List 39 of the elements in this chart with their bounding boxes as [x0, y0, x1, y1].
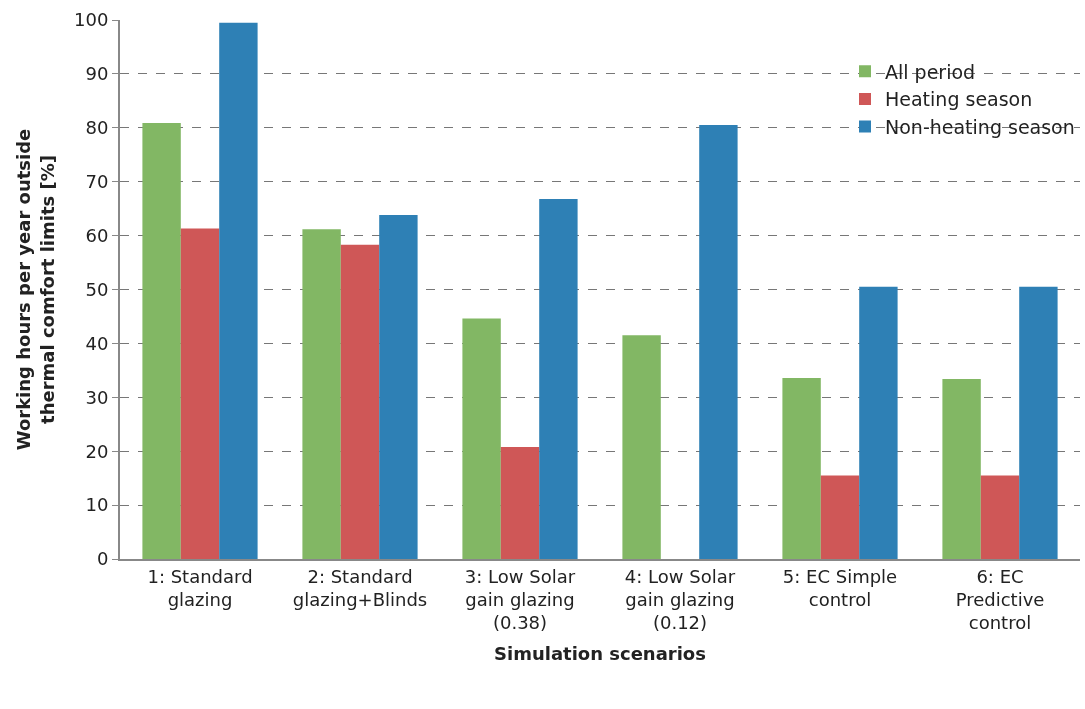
x-tick-label: 6: EC Predictive control — [955, 565, 1045, 634]
x-tick-label: 5: EC Simple control — [782, 565, 898, 610]
bar — [942, 378, 981, 559]
bar — [820, 475, 860, 559]
bar — [142, 122, 181, 559]
bar — [859, 286, 898, 559]
x-tick-label: 3: Low Solar gain glazing (0.38) — [464, 565, 576, 634]
y-tick-label: 20 — [85, 440, 109, 462]
bar — [180, 228, 220, 559]
bar — [379, 215, 418, 559]
y-tick-label: 10 — [85, 494, 109, 516]
y-tick-label: 40 — [85, 332, 109, 354]
y-tick-label: 30 — [85, 386, 109, 408]
bar — [539, 198, 578, 559]
bar — [980, 475, 1020, 559]
x-axis-title: Simulation scenarios — [494, 643, 706, 664]
bar — [1019, 286, 1058, 559]
y-tick-label: 60 — [85, 224, 109, 246]
y-tick-label: 0 — [96, 548, 109, 570]
legend-label: Heating season — [885, 88, 1033, 111]
legend-label: All period — [885, 60, 976, 83]
bar — [219, 22, 258, 559]
bar — [340, 244, 380, 559]
y-tick-label: 50 — [85, 278, 109, 300]
bar — [699, 125, 738, 559]
bar — [500, 446, 540, 559]
y-tick-label: 80 — [85, 117, 109, 139]
bar — [302, 229, 341, 559]
y-tick-label: 70 — [85, 171, 109, 192]
legend-label: Non-heating season — [885, 116, 1075, 138]
y-axis-title: Working hours per year outside thermal comfort limits [%] — [13, 128, 58, 451]
x-tick-label: 1: Standard glazing — [147, 565, 253, 610]
bar — [622, 335, 661, 559]
bar — [782, 377, 821, 559]
x-tick-label: 2: Standard glazing+Blinds — [292, 565, 428, 610]
y-tick-label: 90 — [85, 63, 109, 85]
bar — [462, 318, 501, 559]
y-tick-label: 100 — [74, 9, 109, 31]
x-tick-label: 4: Low Solar gain glazing (0.12) — [624, 565, 736, 634]
